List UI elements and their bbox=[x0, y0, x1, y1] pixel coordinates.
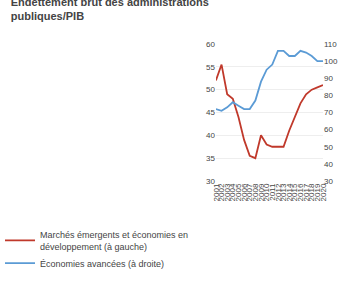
svg-text:55: 55 bbox=[206, 63, 215, 72]
svg-text:2009: 2009 bbox=[257, 183, 266, 201]
svg-text:2019: 2019 bbox=[313, 183, 322, 201]
svg-text:2001: 2001 bbox=[212, 183, 221, 201]
svg-text:2011: 2011 bbox=[268, 183, 277, 201]
svg-text:70: 70 bbox=[324, 108, 333, 117]
svg-text:2010: 2010 bbox=[262, 183, 271, 201]
svg-text:60: 60 bbox=[324, 125, 333, 134]
svg-text:50: 50 bbox=[206, 85, 215, 94]
svg-text:30: 30 bbox=[324, 177, 333, 186]
svg-text:60: 60 bbox=[206, 40, 215, 49]
svg-text:2017: 2017 bbox=[302, 183, 311, 201]
svg-text:2016: 2016 bbox=[296, 183, 305, 201]
svg-text:2006: 2006 bbox=[240, 183, 249, 201]
svg-text:2012: 2012 bbox=[274, 183, 283, 201]
svg-text:100: 100 bbox=[324, 57, 338, 66]
svg-text:Économies avancées (à droite): Économies avancées (à droite) bbox=[40, 259, 164, 269]
svg-text:90: 90 bbox=[324, 74, 333, 83]
svg-text:110: 110 bbox=[324, 40, 337, 49]
svg-text:50: 50 bbox=[324, 143, 333, 152]
svg-text:80: 80 bbox=[324, 91, 333, 100]
svg-text:2013: 2013 bbox=[279, 183, 288, 201]
svg-text:2014: 2014 bbox=[285, 183, 294, 201]
svg-text:Marchés émergents et économies: Marchés émergents et économies endévelop… bbox=[40, 230, 188, 252]
svg-text:30: 30 bbox=[206, 177, 215, 186]
svg-text:2002: 2002 bbox=[217, 183, 226, 201]
svg-text:35: 35 bbox=[206, 154, 215, 163]
svg-text:2004: 2004 bbox=[228, 183, 237, 201]
svg-text:2020: 2020 bbox=[319, 183, 328, 201]
svg-text:2007: 2007 bbox=[245, 183, 254, 201]
svg-text:Endettement brut des administr: Endettement brut des administrationspubl… bbox=[11, 0, 209, 22]
svg-text:40: 40 bbox=[206, 131, 215, 140]
svg-text:2018: 2018 bbox=[307, 183, 316, 201]
svg-text:2008: 2008 bbox=[251, 183, 260, 201]
svg-text:2015: 2015 bbox=[290, 183, 299, 201]
svg-text:45: 45 bbox=[206, 108, 215, 117]
svg-text:40: 40 bbox=[324, 160, 333, 169]
svg-text:2003: 2003 bbox=[223, 183, 232, 201]
svg-text:2005: 2005 bbox=[234, 183, 243, 201]
